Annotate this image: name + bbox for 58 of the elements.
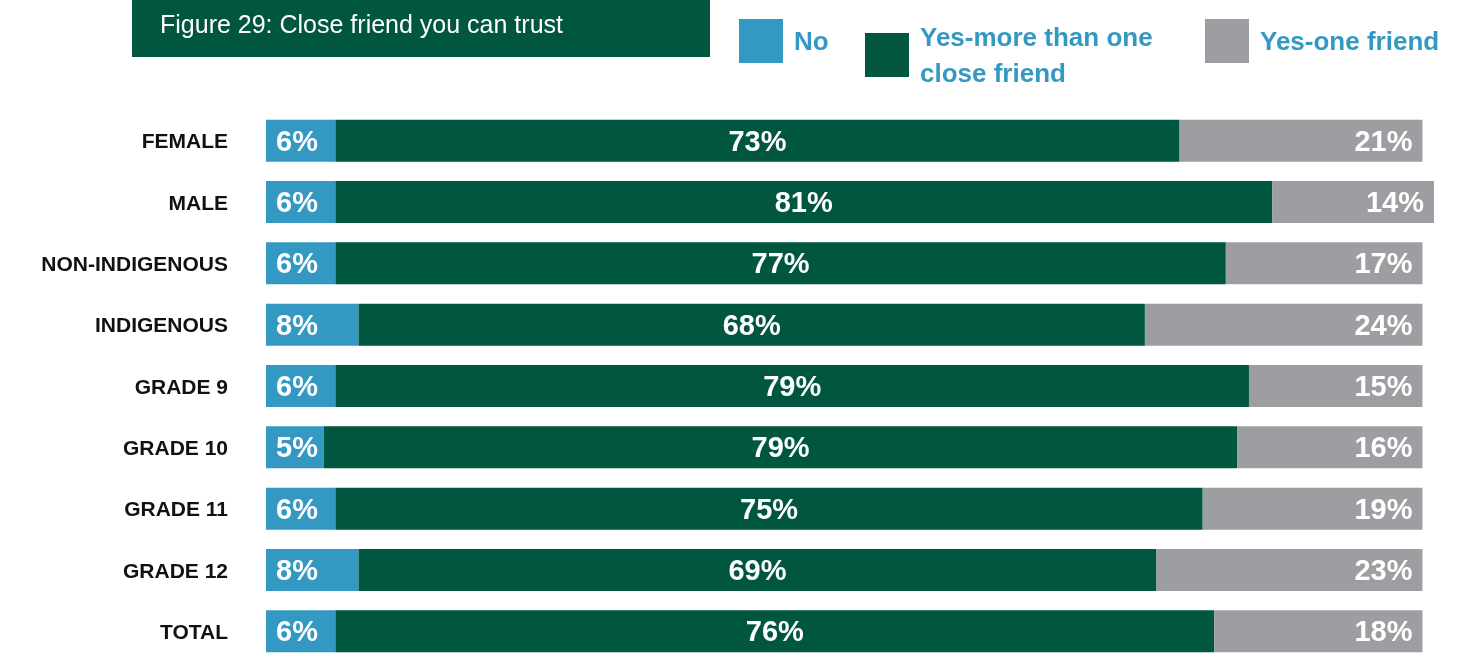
data-label: 15%: [1354, 370, 1413, 402]
bar: [1248, 365, 1423, 407]
bar: [335, 242, 1226, 285]
data-label: 24%: [1354, 308, 1413, 341]
data-label: 16%: [1354, 431, 1413, 464]
data-label: 81%: [774, 186, 833, 218]
legend-label: Yes-one friend: [1260, 26, 1440, 56]
bar: [358, 549, 1157, 591]
y-tick-label: GRADE 12: [122, 558, 228, 582]
y-tick-label: GRADE 9: [134, 374, 228, 398]
data-label: 75%: [740, 492, 799, 525]
data-label: 6%: [276, 615, 319, 648]
data-label: 5%: [276, 431, 319, 464]
bar: [1179, 119, 1423, 162]
data-label: 8%: [276, 554, 319, 586]
data-label: 6%: [276, 186, 319, 218]
data-label: 6%: [276, 124, 319, 157]
bar: [335, 365, 1249, 407]
data-label: 6%: [276, 370, 319, 402]
y-tick-label: NON-INDIGENOUS: [41, 251, 228, 275]
bar: [1272, 181, 1434, 223]
y-tick-label: GRADE 10: [122, 435, 228, 459]
y-tick-label: TOTAL: [159, 619, 229, 643]
bar: [358, 303, 1145, 346]
bar: [1225, 242, 1423, 285]
bar: [1144, 303, 1423, 346]
bar: [335, 119, 1180, 162]
y-tick-label: GRADE 11: [124, 497, 229, 521]
data-label: 18%: [1354, 615, 1413, 648]
y-tick-label: FEMALE: [141, 129, 228, 153]
legend-label: No: [794, 26, 829, 56]
bar: [335, 487, 1203, 530]
bar: [1202, 487, 1423, 530]
bar: [1156, 549, 1423, 591]
legend-label: Yes-more than one close friend: [920, 22, 1160, 88]
data-label: 79%: [763, 370, 822, 402]
bar: [1214, 610, 1423, 653]
data-label: 68%: [722, 308, 781, 341]
y-tick-label: MALE: [168, 190, 228, 214]
data-label: 8%: [276, 308, 319, 341]
bar: [323, 426, 1238, 469]
bar: [335, 181, 1273, 223]
data-label: 69%: [728, 554, 787, 586]
data-label: 23%: [1354, 554, 1413, 586]
data-label: 14%: [1365, 186, 1425, 218]
data-label: 6%: [276, 247, 319, 280]
data-label: 21%: [1354, 124, 1413, 157]
data-label: 79%: [751, 431, 810, 464]
data-label: 19%: [1354, 492, 1413, 525]
data-label: 77%: [751, 247, 810, 280]
y-tick-label: INDIGENOUS: [94, 313, 228, 337]
data-label: 6%: [276, 492, 319, 525]
data-label: 76%: [745, 615, 805, 648]
bar: [1237, 426, 1423, 469]
data-label: 17%: [1354, 247, 1413, 280]
chart-title: Figure 29: Close friend you can trust: [160, 10, 564, 38]
data-label: 73%: [728, 124, 787, 157]
bar: [335, 610, 1215, 653]
